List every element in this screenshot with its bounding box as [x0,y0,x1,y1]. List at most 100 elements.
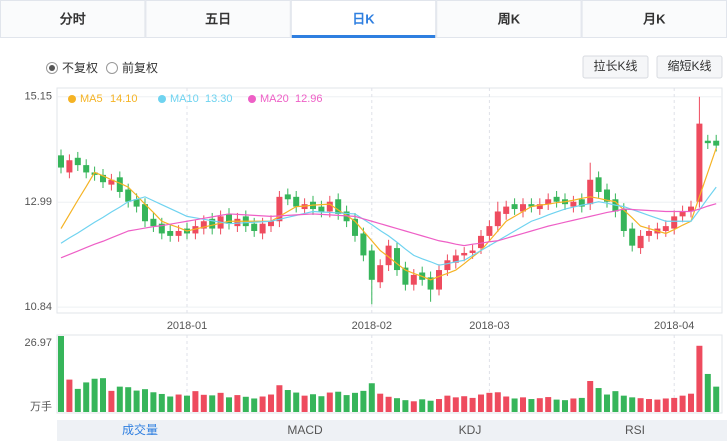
button-label[interactable]: 缩短K线 [667,58,711,73]
candle-body [318,206,325,212]
volume-bar [352,392,358,412]
candle-body [704,140,711,144]
candle-body [100,174,106,183]
volume-bar [553,399,560,412]
volume-bar [520,397,526,412]
volume-bar [310,394,316,412]
candle-body [335,199,342,214]
radio-label[interactable]: 不复权 [62,61,98,75]
candle-body [469,250,476,253]
volume-bar [368,383,375,412]
candle-body [150,218,157,227]
button[interactable] [582,55,649,79]
candle-body [595,177,602,192]
candle-body [688,206,694,212]
volume-bar [704,373,711,412]
candle-body [268,221,274,227]
indicator-tab[interactable]: 成交量 [122,422,158,437]
indicator-tab[interactable]: MACD [287,423,323,437]
candle-body [385,245,392,266]
volume-bar [654,399,661,412]
candle-body [461,252,468,256]
candle-body [494,211,501,227]
candle-body [91,172,98,175]
candle-body [368,250,375,280]
tab-active-indicator [291,35,436,38]
tab-label[interactable]: 日K [352,11,375,26]
volume-bar [217,392,224,412]
volume-bar [402,400,409,412]
legend-value: 13.30 [205,93,233,105]
radio[interactable] [106,62,118,74]
y-axis-label: 万手 [30,399,52,413]
volume-bar [142,389,148,412]
candle-body [452,255,459,263]
candle-body [125,189,132,202]
candle-body [108,179,115,185]
candle-body [251,223,258,232]
legend-marker [68,95,76,103]
volume-bar [528,399,535,412]
candle-body [444,260,451,271]
ma-line [60,186,717,266]
volume-bar [688,393,694,412]
y-tick-label: 26.97 [24,337,52,349]
volume-bar [452,397,459,412]
volume-bar [326,392,333,412]
volume-panel [56,334,723,414]
tab[interactable] [0,0,146,38]
volume-bar [637,398,644,412]
button[interactable] [656,55,723,79]
volume-bar [58,336,64,412]
tab[interactable] [581,0,727,38]
volume-bar [469,397,476,412]
volume-bar [116,386,123,412]
candle-body [646,231,652,236]
volume-bar [175,394,182,412]
candle-body [478,235,484,249]
volume-bar [629,397,636,412]
indicator-tab[interactable]: KDJ [459,423,482,437]
legend-marker [248,95,256,103]
x-tick-label: 2018-01 [167,320,207,332]
tab[interactable] [145,0,291,38]
volume-bar [612,391,619,412]
button-label[interactable]: 拉长K线 [593,58,637,73]
candle-body [116,177,123,192]
candle-body [696,123,703,202]
candle-body [360,233,367,256]
candle-body [511,204,518,210]
legend-value: 14.10 [110,93,138,105]
volume-bar [226,397,232,412]
volume-bar [209,395,216,412]
candle-body [175,231,182,236]
volume-bar [150,392,157,412]
candle-body [662,226,669,232]
volume-bar [200,394,207,412]
volume-bar [461,396,468,412]
tab-label[interactable]: 五日 [205,11,231,26]
candle-body [410,274,417,285]
indicator-tab[interactable]: RSI [625,423,645,437]
candle-body [276,196,283,222]
volume-bar [604,394,610,412]
volume-bar [66,379,73,412]
tab-label[interactable]: 周K [498,11,521,26]
volume-bar [385,396,392,412]
volume-bar [100,378,106,412]
candle-body [284,194,291,200]
radio-label[interactable]: 前复权 [122,60,158,75]
candle-body [637,235,644,249]
candle-body [158,223,165,234]
candle-body [293,196,300,207]
tab[interactable] [436,0,582,38]
candle-body [553,196,560,202]
volume-bar [192,391,199,412]
volume-bar [713,386,720,412]
volume-bar [234,395,241,412]
tab-label[interactable]: 分时 [60,11,86,26]
candle-body [503,206,510,214]
volume-bar [276,385,283,412]
tab-label[interactable]: 月K [642,11,666,26]
